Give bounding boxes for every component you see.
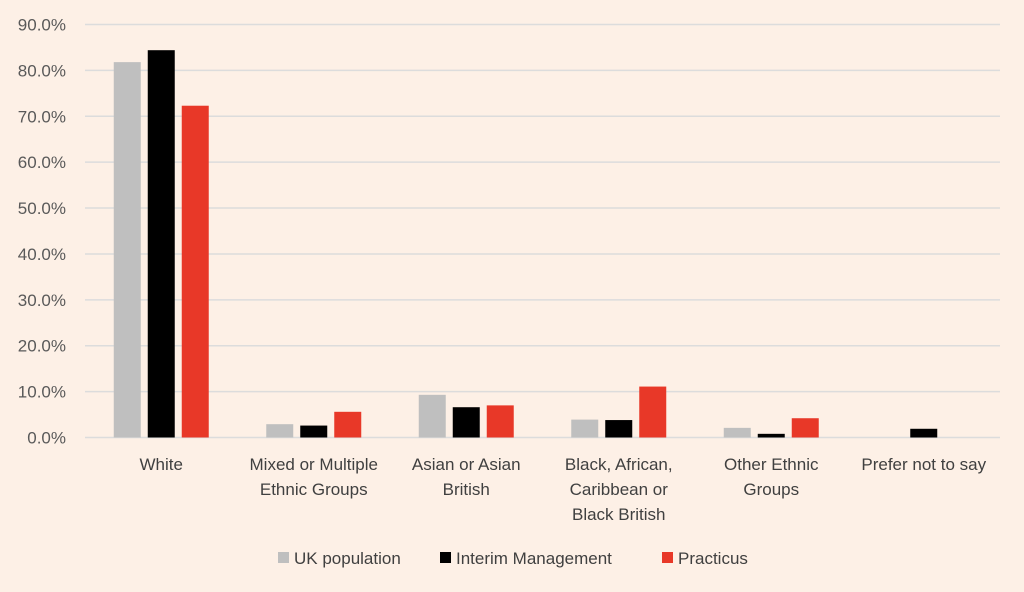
- y-tick-label: 40.0%: [18, 245, 66, 264]
- y-tick-label: 70.0%: [18, 107, 66, 126]
- x-axis-category-labels: White Mixed or Multiple Ethnic Groups Asian…: [140, 455, 987, 524]
- category-label: Black, African,: [565, 455, 673, 474]
- legend-swatch: [440, 552, 451, 563]
- y-tick-label: 30.0%: [18, 291, 66, 310]
- bar-interim-management: [300, 425, 328, 438]
- y-tick-label: 60.0%: [18, 153, 66, 172]
- bar-uk-population: [418, 394, 446, 438]
- legend-label: Practicus: [678, 549, 748, 568]
- y-tick-label: 10.0%: [18, 383, 66, 402]
- category-label: Black British: [572, 505, 666, 524]
- category-label: British: [443, 480, 490, 499]
- y-tick-label: 20.0%: [18, 337, 66, 356]
- category-label: Mixed or Multiple: [250, 455, 379, 474]
- bar-interim-management: [757, 433, 785, 438]
- y-axis-tick-labels: 0.0% 10.0% 20.0% 30.0% 40.0% 50.0% 60.0% 70.0% 8…: [18, 16, 66, 448]
- bar-practicus: [334, 411, 362, 438]
- bar-interim-management: [452, 407, 480, 438]
- category-label: Prefer not to say: [861, 455, 986, 474]
- bar-practicus: [181, 105, 209, 438]
- gridlines: [85, 23, 1000, 439]
- bar-interim-management: [910, 428, 938, 438]
- bars: [113, 50, 938, 438]
- category-label: Caribbean or: [570, 480, 669, 499]
- category-label: Groups: [743, 480, 799, 499]
- bar-practicus: [486, 405, 514, 438]
- bar-interim-management: [605, 420, 633, 438]
- legend-swatch: [278, 552, 289, 563]
- category-label: Ethnic Groups: [260, 480, 368, 499]
- y-tick-label: 90.0%: [18, 16, 66, 35]
- bar-uk-population: [113, 62, 141, 438]
- y-tick-label: 50.0%: [18, 199, 66, 218]
- y-tick-label: 0.0%: [27, 429, 66, 448]
- bar-uk-population: [571, 419, 599, 438]
- bar-interim-management: [147, 50, 175, 438]
- bar-practicus: [639, 386, 667, 438]
- bar-uk-population: [723, 427, 751, 438]
- legend-swatch: [662, 552, 673, 563]
- legend-label: UK population: [294, 549, 401, 568]
- y-tick-label: 80.0%: [18, 61, 66, 80]
- bar-practicus: [791, 418, 819, 438]
- legend: UK population Interim Management Practicus: [278, 549, 748, 568]
- legend-label: Interim Management: [456, 549, 612, 568]
- category-label: Other Ethnic: [724, 455, 819, 474]
- category-label: White: [140, 455, 183, 474]
- bar-uk-population: [266, 424, 294, 438]
- category-label: Asian or Asian: [412, 455, 521, 474]
